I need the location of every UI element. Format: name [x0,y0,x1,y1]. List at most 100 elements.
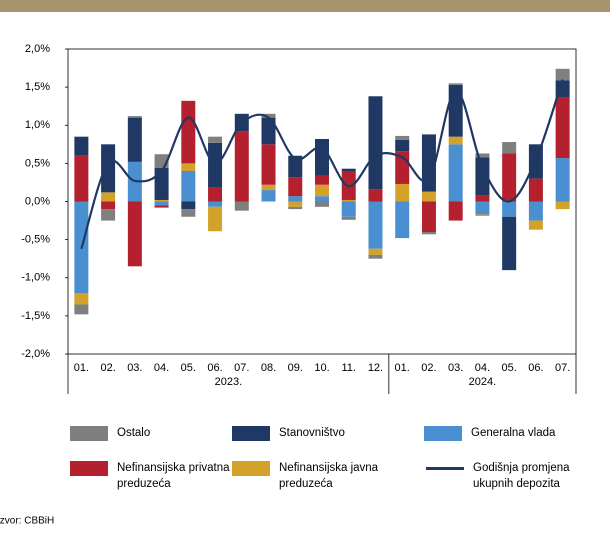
bar-segment [315,175,329,185]
y-tick-label: 1,0% [25,119,50,131]
bar-segment [448,144,463,202]
bar-segment [421,191,436,202]
legend-swatch [424,426,462,441]
bar-segment [555,201,570,210]
bar-segment [341,201,356,217]
x-tick-label: 02. [100,362,115,374]
legend-swatch [70,426,108,441]
bar-segment [261,144,276,185]
bar-segment [528,178,543,202]
x-tick-label: 03. [448,362,463,374]
bar-segment [288,155,303,178]
bar-segment [555,97,570,159]
x-tick-label: 06. [207,362,222,374]
bar-segment [208,136,223,143]
group-label: 2024. [469,376,497,388]
bar-segment [448,136,463,145]
bar-segment [208,187,223,202]
bar-segment [181,201,196,210]
bar-segment [154,205,169,208]
legend-label: Stanovništvo [279,427,345,439]
bar-segment [154,167,169,200]
y-tick-label: -2,0% [21,348,50,360]
y-tick-label: -1,0% [21,272,50,284]
bar-segment [421,134,436,192]
bar-segment [421,232,436,235]
bar-segment [234,131,249,202]
bar-segment [502,216,517,271]
bar-segment [475,201,490,215]
bar-segment [101,144,116,193]
bar-segment [448,84,463,137]
bar-segment [448,83,463,85]
legend-swatch [232,426,270,441]
x-tick-label: 11. [341,362,355,374]
bar-segment [234,201,249,211]
line [80,79,564,250]
x-tick-label: 10. [314,362,329,374]
bar-segment [154,199,169,202]
bar-segment [127,116,142,118]
x-tick-label: 04. [475,362,490,374]
bar-segment [315,201,329,207]
bar-segment [475,157,490,196]
bar-segment [127,117,142,162]
bar-segment [208,206,223,232]
bar-segment [368,96,383,190]
legend-label: Nefinansijska javna preduzeća [279,462,379,490]
bar-segment [368,248,383,255]
x-tick-label: 04. [154,362,169,374]
group-label: 2023. [215,376,243,388]
bar-segment [368,201,383,249]
legend-label: Ostalo [117,427,151,439]
bar-segment [101,201,116,210]
x-tick-label: 05. [181,362,196,374]
x-tick-label: 07. [234,362,249,374]
bar-segment [395,139,410,152]
bar-segment [502,153,517,202]
bar-segment [181,163,196,171]
bar-segment [181,171,196,202]
x-tick-label: 01. [395,362,410,374]
bar-segment [288,177,303,197]
x-tick-label: 07. [555,362,570,374]
source: Izvor: CBBiH [0,516,54,527]
y-tick-label: 0,5% [25,157,50,169]
bar-segment [154,201,169,206]
bar-segment [181,100,196,164]
bar-segment [502,201,517,217]
bar-segment [208,201,223,207]
y-tick-label: -1,5% [21,310,50,322]
legend-label: Generalna vlada [471,427,556,439]
bar-segment [448,201,463,221]
x-tick-label: 06. [528,362,543,374]
bar-segment [528,201,543,221]
legend-swatch [232,461,270,476]
bar-segment [288,201,303,207]
bar-segment [315,196,329,202]
bar-segment [208,142,223,188]
bar-segment [288,196,303,202]
bar-segment [74,304,89,315]
x-tick-label: 09. [288,362,303,374]
y-tick-label: 1,5% [25,81,50,93]
bar-segment [101,209,116,221]
bar-segment [475,214,490,216]
bar-segment [288,206,303,210]
bar-segment [555,158,570,202]
bar-segment [74,136,89,156]
bar-segment [475,153,490,158]
bar-segment [395,201,410,239]
legend-swatch [70,461,108,476]
x-tick-label: 05. [502,362,517,374]
x-tick-label: 12. [368,362,383,374]
x-tick-label: 08. [261,362,276,374]
bar-segment [555,68,570,81]
bar-segment [502,142,517,154]
bar-segment [101,192,116,202]
y-tick-label: -0,5% [21,234,50,246]
y-tick-label: 0,0% [25,195,50,207]
bar-segment [421,201,436,232]
bar-segment [341,216,356,220]
